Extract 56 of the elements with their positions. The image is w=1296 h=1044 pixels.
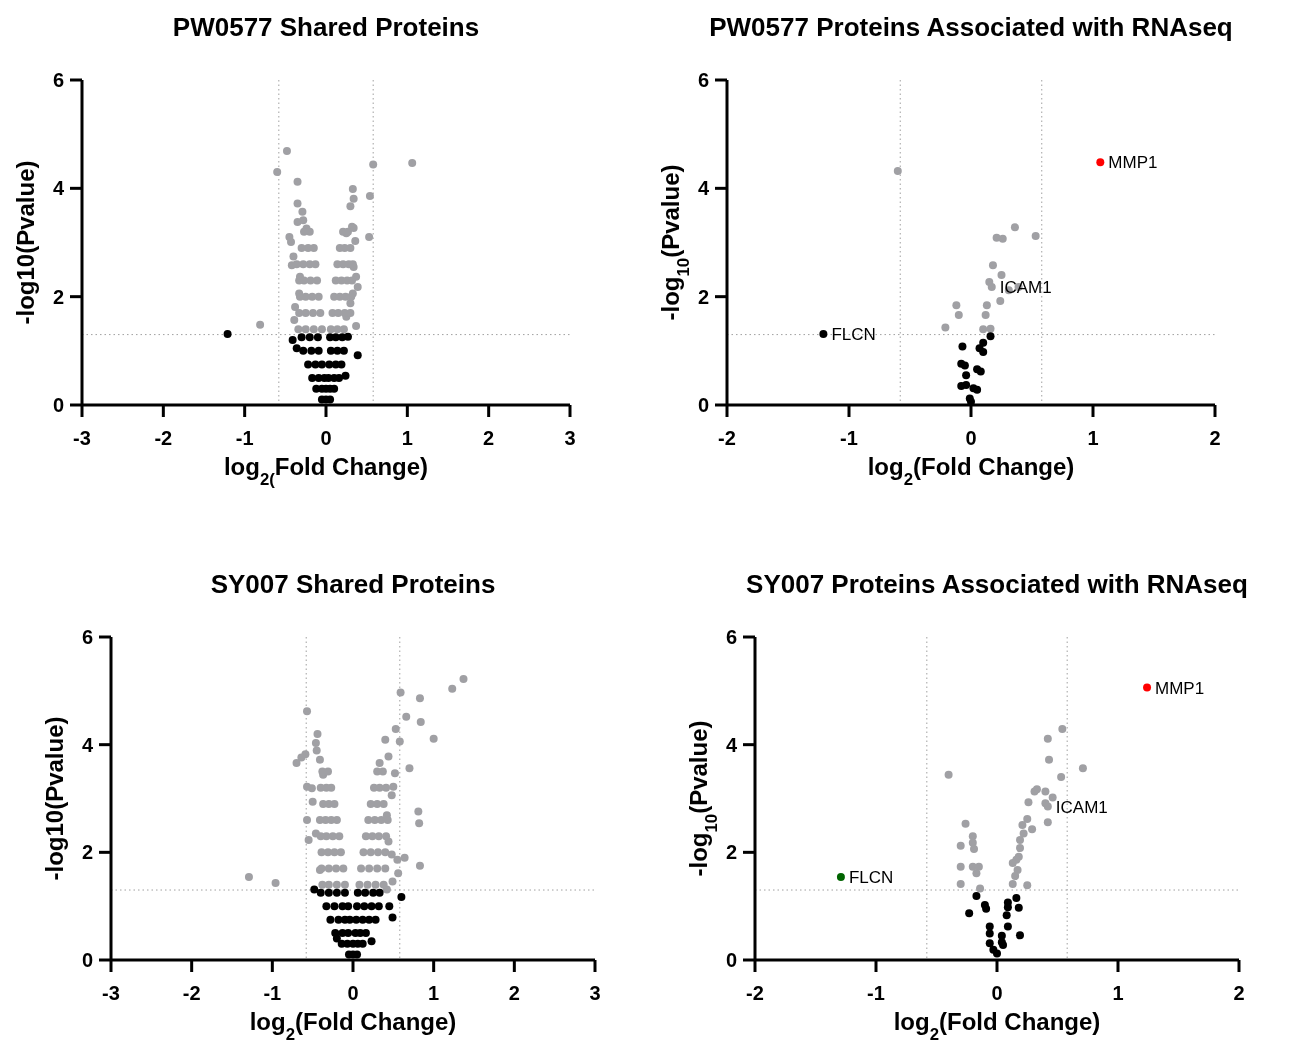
chart-title: PW0577 Shared Proteins (172, 12, 480, 42)
x-tick-label: -2 (718, 427, 736, 449)
x-tick-label: -2 (182, 982, 201, 1004)
x-axis-title: log$_{2(}$Fold Change) (223, 453, 429, 489)
y-tick-label: 6 (52, 69, 64, 91)
x-tick-label: 2 (1233, 982, 1245, 1004)
x-tick-label: -1 (867, 982, 885, 1004)
x-tick-label: -1 (263, 982, 282, 1004)
y-tick-label: 0 (725, 949, 737, 971)
chart-title: SY007 Shared Proteins (210, 569, 496, 599)
x-tick-label: -3 (73, 427, 91, 449)
x-tick-label: 0 (965, 427, 977, 449)
y-axis-title: -log10(Pvalue) (41, 716, 68, 881)
y-tick-label: 2 (81, 841, 93, 864)
x-tick-label: -2 (154, 427, 173, 449)
x-tick-label: 0 (320, 427, 332, 449)
x-tick-label: -3 (102, 982, 120, 1004)
annotation: FLCN (831, 325, 876, 345)
annotation: MMP1 (1155, 678, 1205, 698)
chart-title: SY007 Proteins Associated with RNAseq (746, 569, 1248, 599)
y-tick-label: 2 (725, 841, 737, 864)
x-axis-title: log$_{2}$(Fold Change) (867, 453, 1075, 489)
y-axis-title: -log10(Pvalue) (12, 160, 39, 325)
y-tick-label: 0 (81, 949, 93, 971)
y-tick-label: 4 (52, 177, 65, 200)
x-tick-label: 1 (428, 982, 440, 1004)
annotation: FLCN (848, 868, 894, 888)
x-tick-label: 0 (991, 982, 1003, 1004)
y-tick-label: 6 (697, 69, 709, 91)
annotation: MMP1 (1108, 153, 1158, 173)
y-tick-label: 4 (697, 177, 710, 200)
y-tick-label: 6 (81, 626, 93, 648)
x-tick-label: 2 (508, 982, 520, 1004)
annotation: ICAM1 (1055, 797, 1108, 817)
y-tick-label: 0 (697, 394, 709, 416)
x-tick-label: 1 (401, 427, 413, 449)
x-tick-label: 1 (1112, 982, 1124, 1004)
y-tick-label: 6 (725, 626, 737, 648)
x-axis-title: log$_{2}$(Fold Change) (893, 1008, 1101, 1044)
y-tick-label: 2 (697, 285, 709, 308)
x-tick-label: 2 (483, 427, 495, 449)
x-tick-label: 3 (564, 427, 576, 449)
x-tick-label: 1 (1087, 427, 1099, 449)
y-tick-label: 0 (52, 394, 64, 416)
x-axis-title: log$_{2}$(Fold Change) (249, 1008, 457, 1044)
x-tick-label: 3 (589, 982, 601, 1004)
annotation: ICAM1 (999, 277, 1052, 297)
x-tick-label: 2 (1209, 427, 1221, 449)
y-tick-label: 4 (725, 733, 738, 756)
x-tick-label: -1 (235, 427, 254, 449)
x-tick-label: 0 (347, 982, 359, 1004)
y-tick-label: 2 (52, 285, 64, 308)
x-tick-label: -2 (746, 982, 764, 1004)
y-tick-label: 4 (81, 733, 94, 756)
x-tick-label: -1 (840, 427, 858, 449)
chart-title: PW0577 Proteins Associated with RNAseq (709, 12, 1233, 42)
